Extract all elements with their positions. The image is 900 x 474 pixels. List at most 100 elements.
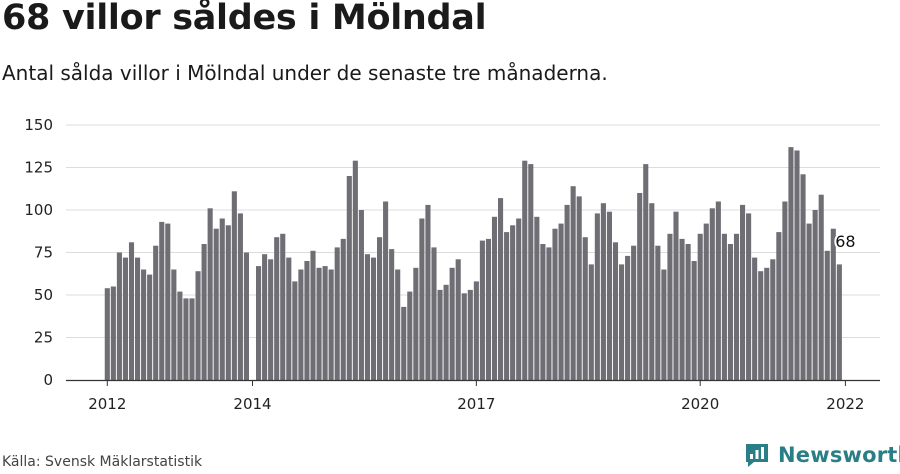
bar [110,286,116,380]
bars [104,147,842,380]
bar [328,269,334,380]
bar [516,218,522,380]
bar [461,293,467,380]
y-tick-label: 125 [24,159,53,177]
bar [213,228,219,380]
data-labels: 68 [833,230,857,253]
bar-chart: 0 25 50 75 100 125 150 2012 2014 2017 2020 2022 68 [24,116,880,413]
bar [534,216,540,380]
y-tick-label: 100 [24,201,53,219]
bar [316,267,322,380]
x-tick-label: 2012 [88,395,126,413]
brand-logo[interactable]: Newsworthy [744,442,900,468]
bar [691,261,697,380]
source-note: Källa: Svensk Mäklarstatistik [2,454,203,470]
bar [788,147,794,380]
bar [449,267,455,380]
bar [570,186,576,380]
bar [135,257,141,380]
bar [625,255,631,380]
bar [703,223,709,380]
bar [455,259,461,380]
bar [818,194,824,380]
bar [709,208,715,380]
bar [600,203,606,380]
bar [183,298,189,380]
bar [588,264,594,380]
bar [794,150,800,380]
x-tick-label: 2022 [826,395,864,413]
bar [558,223,564,380]
bar [298,269,304,380]
bar [770,259,776,380]
bar [504,232,510,380]
bar [177,291,183,380]
brand-name: Newsworthy [778,443,900,467]
bar [413,267,419,380]
bar [237,213,243,380]
bar [383,201,389,380]
bar [612,242,619,380]
bar [122,257,128,380]
bar [685,244,691,380]
bar [594,213,600,380]
bar [643,164,649,380]
bar [564,204,570,380]
bar [407,291,413,380]
newsworthy-logo-icon [746,444,768,467]
x-tick-label: 2017 [457,395,495,413]
bar [286,257,292,380]
bar [552,228,558,380]
bar [473,281,479,380]
bar [800,174,806,380]
chart-title: 68 villor såldes i Mölndal [2,0,487,38]
bar [401,306,407,380]
bar [467,289,473,380]
bar [740,204,746,380]
bar [274,237,280,380]
highlight-value-label: 68 [835,232,855,251]
bar [377,237,383,380]
bar [836,264,842,380]
x-axis-ticks: 2012 2014 2017 2020 2022 [88,380,864,413]
bar [304,261,310,380]
bar [225,225,231,380]
bar [364,254,370,380]
bar [510,225,516,380]
bar [546,247,552,380]
bar [528,164,534,380]
bar [637,193,643,380]
bar [262,254,268,380]
bar [727,244,733,380]
bar [812,210,818,380]
bar [498,198,504,380]
bar [606,211,612,380]
bar [207,208,213,380]
bar [171,269,177,380]
bar [153,245,159,380]
bar [752,257,758,380]
bar [721,233,727,380]
bar [219,218,225,380]
y-axis-ticks: 0 25 50 75 100 125 150 [24,116,53,389]
bar [619,264,625,380]
y-tick-label: 50 [34,286,53,304]
bar [746,213,752,380]
bar [782,201,788,380]
bar [697,233,703,380]
bar [437,289,443,380]
bar [340,238,346,380]
bar [776,232,782,380]
bar [485,238,491,380]
bar [268,259,274,380]
bar [147,274,153,380]
bar [522,160,528,380]
bar [443,284,449,380]
bar [431,247,437,380]
bar [352,160,358,380]
bar [334,247,340,380]
bar [715,201,721,380]
bar [631,245,637,380]
bar [425,204,431,380]
bar [243,252,249,380]
